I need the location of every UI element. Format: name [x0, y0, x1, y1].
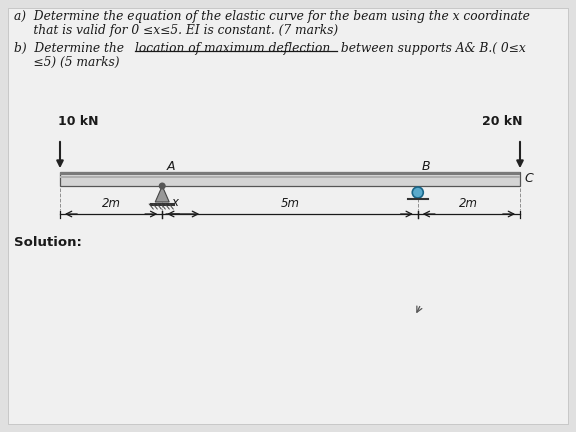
Text: Solution:: Solution: [14, 236, 82, 249]
Text: 2m: 2m [460, 197, 479, 210]
Circle shape [160, 183, 165, 189]
Text: 2m: 2m [101, 197, 120, 210]
Bar [60, 172, 520, 186]
Text: C: C [524, 172, 533, 185]
Text: B: B [422, 160, 430, 173]
Bar [60, 172, 520, 175]
Text: 20 kN: 20 kN [483, 115, 523, 128]
Text: x: x [171, 196, 178, 209]
Circle shape [412, 187, 423, 198]
Text: 10 kN: 10 kN [58, 115, 98, 128]
Bar [60, 176, 520, 178]
Text: a)  Determine the equation of the elastic curve for the beam using the x coordin: a) Determine the equation of the elastic… [14, 10, 530, 23]
Text: location of maximum deflection: location of maximum deflection [135, 42, 330, 55]
Polygon shape [155, 186, 169, 202]
Text: 5m: 5m [281, 197, 300, 210]
Text: ≤5) (5 marks): ≤5) (5 marks) [14, 56, 119, 69]
Text: b)  Determine the: b) Determine the [14, 42, 128, 55]
Text: A: A [166, 160, 175, 173]
Text: between supports A& B.( 0≤x: between supports A& B.( 0≤x [336, 42, 525, 55]
Text: that is valid for 0 ≤x≤5. EI is constant. (7 marks): that is valid for 0 ≤x≤5. EI is constant… [14, 24, 338, 37]
